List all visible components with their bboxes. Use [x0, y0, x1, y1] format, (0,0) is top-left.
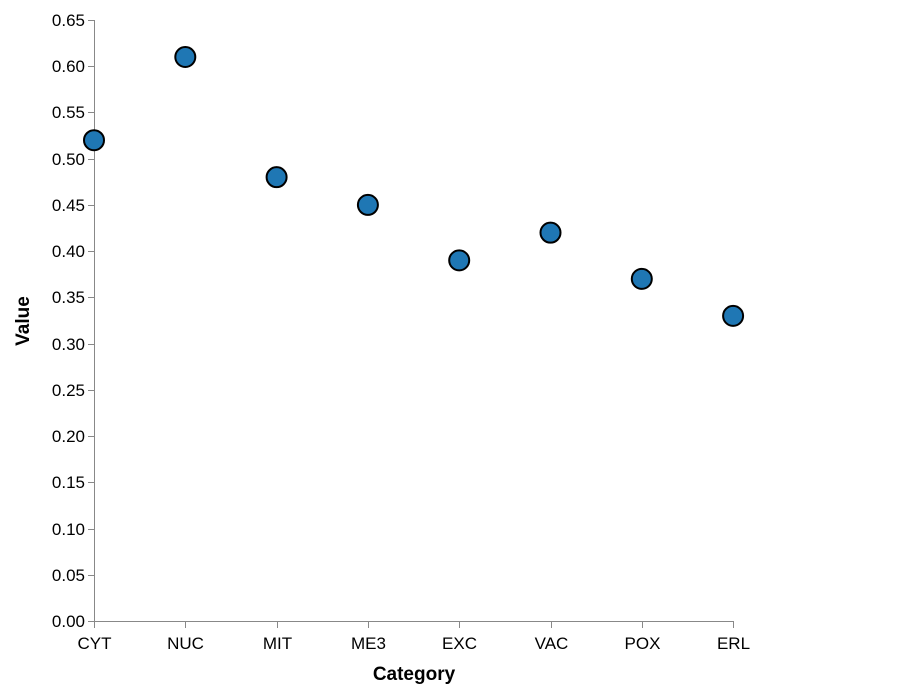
- y-tick-label: 0.25: [52, 381, 85, 400]
- y-tick-label: 0.60: [52, 57, 85, 76]
- y-tick-label: 0.30: [52, 335, 85, 354]
- x-tick-label: MIT: [263, 634, 292, 653]
- y-tick-label: 0.40: [52, 242, 85, 261]
- data-point-mit: [265, 166, 288, 189]
- x-tick-label: POX: [625, 634, 661, 653]
- y-tick-label: 0.20: [52, 427, 85, 446]
- x-axis: CYT NUC MIT ME3 EXC VAC POX ERL: [78, 621, 750, 653]
- y-tick-label: 0.10: [52, 520, 85, 539]
- y-tick-label: 0.15: [52, 473, 85, 492]
- data-point-pox: [630, 267, 653, 290]
- y-axis: 0.00 0.05 0.10 0.15 0.20 0.25 0.30 0.35 0.40 0.45…: [52, 11, 95, 631]
- y-axis-title: Value: [13, 296, 34, 346]
- data-point-nuc: [174, 45, 197, 68]
- x-tick-label: CYT: [78, 634, 112, 653]
- y-tick-label: 0.65: [52, 11, 85, 30]
- x-tick-label: EXC: [442, 634, 477, 653]
- x-axis-title: Category: [373, 664, 456, 685]
- data-point-me3: [356, 193, 379, 216]
- y-tick-label: 0.05: [52, 566, 85, 585]
- x-tick-label: ME3: [351, 634, 386, 653]
- y-tick-label: 0.45: [52, 196, 85, 215]
- x-tick-label: NUC: [167, 634, 204, 653]
- x-tick-label: ERL: [717, 634, 750, 653]
- data-points: [83, 45, 745, 327]
- data-point-erl: [722, 304, 745, 327]
- y-tick-label: 0.50: [52, 150, 85, 169]
- y-tick-label: 0.35: [52, 288, 85, 307]
- data-point-vac: [539, 221, 562, 244]
- data-point-exc: [448, 249, 471, 272]
- y-tick-label: 0.55: [52, 103, 85, 122]
- x-tick-label: VAC: [535, 634, 569, 653]
- data-point-cyt: [83, 129, 105, 152]
- y-tick-label: 0.00: [52, 612, 85, 631]
